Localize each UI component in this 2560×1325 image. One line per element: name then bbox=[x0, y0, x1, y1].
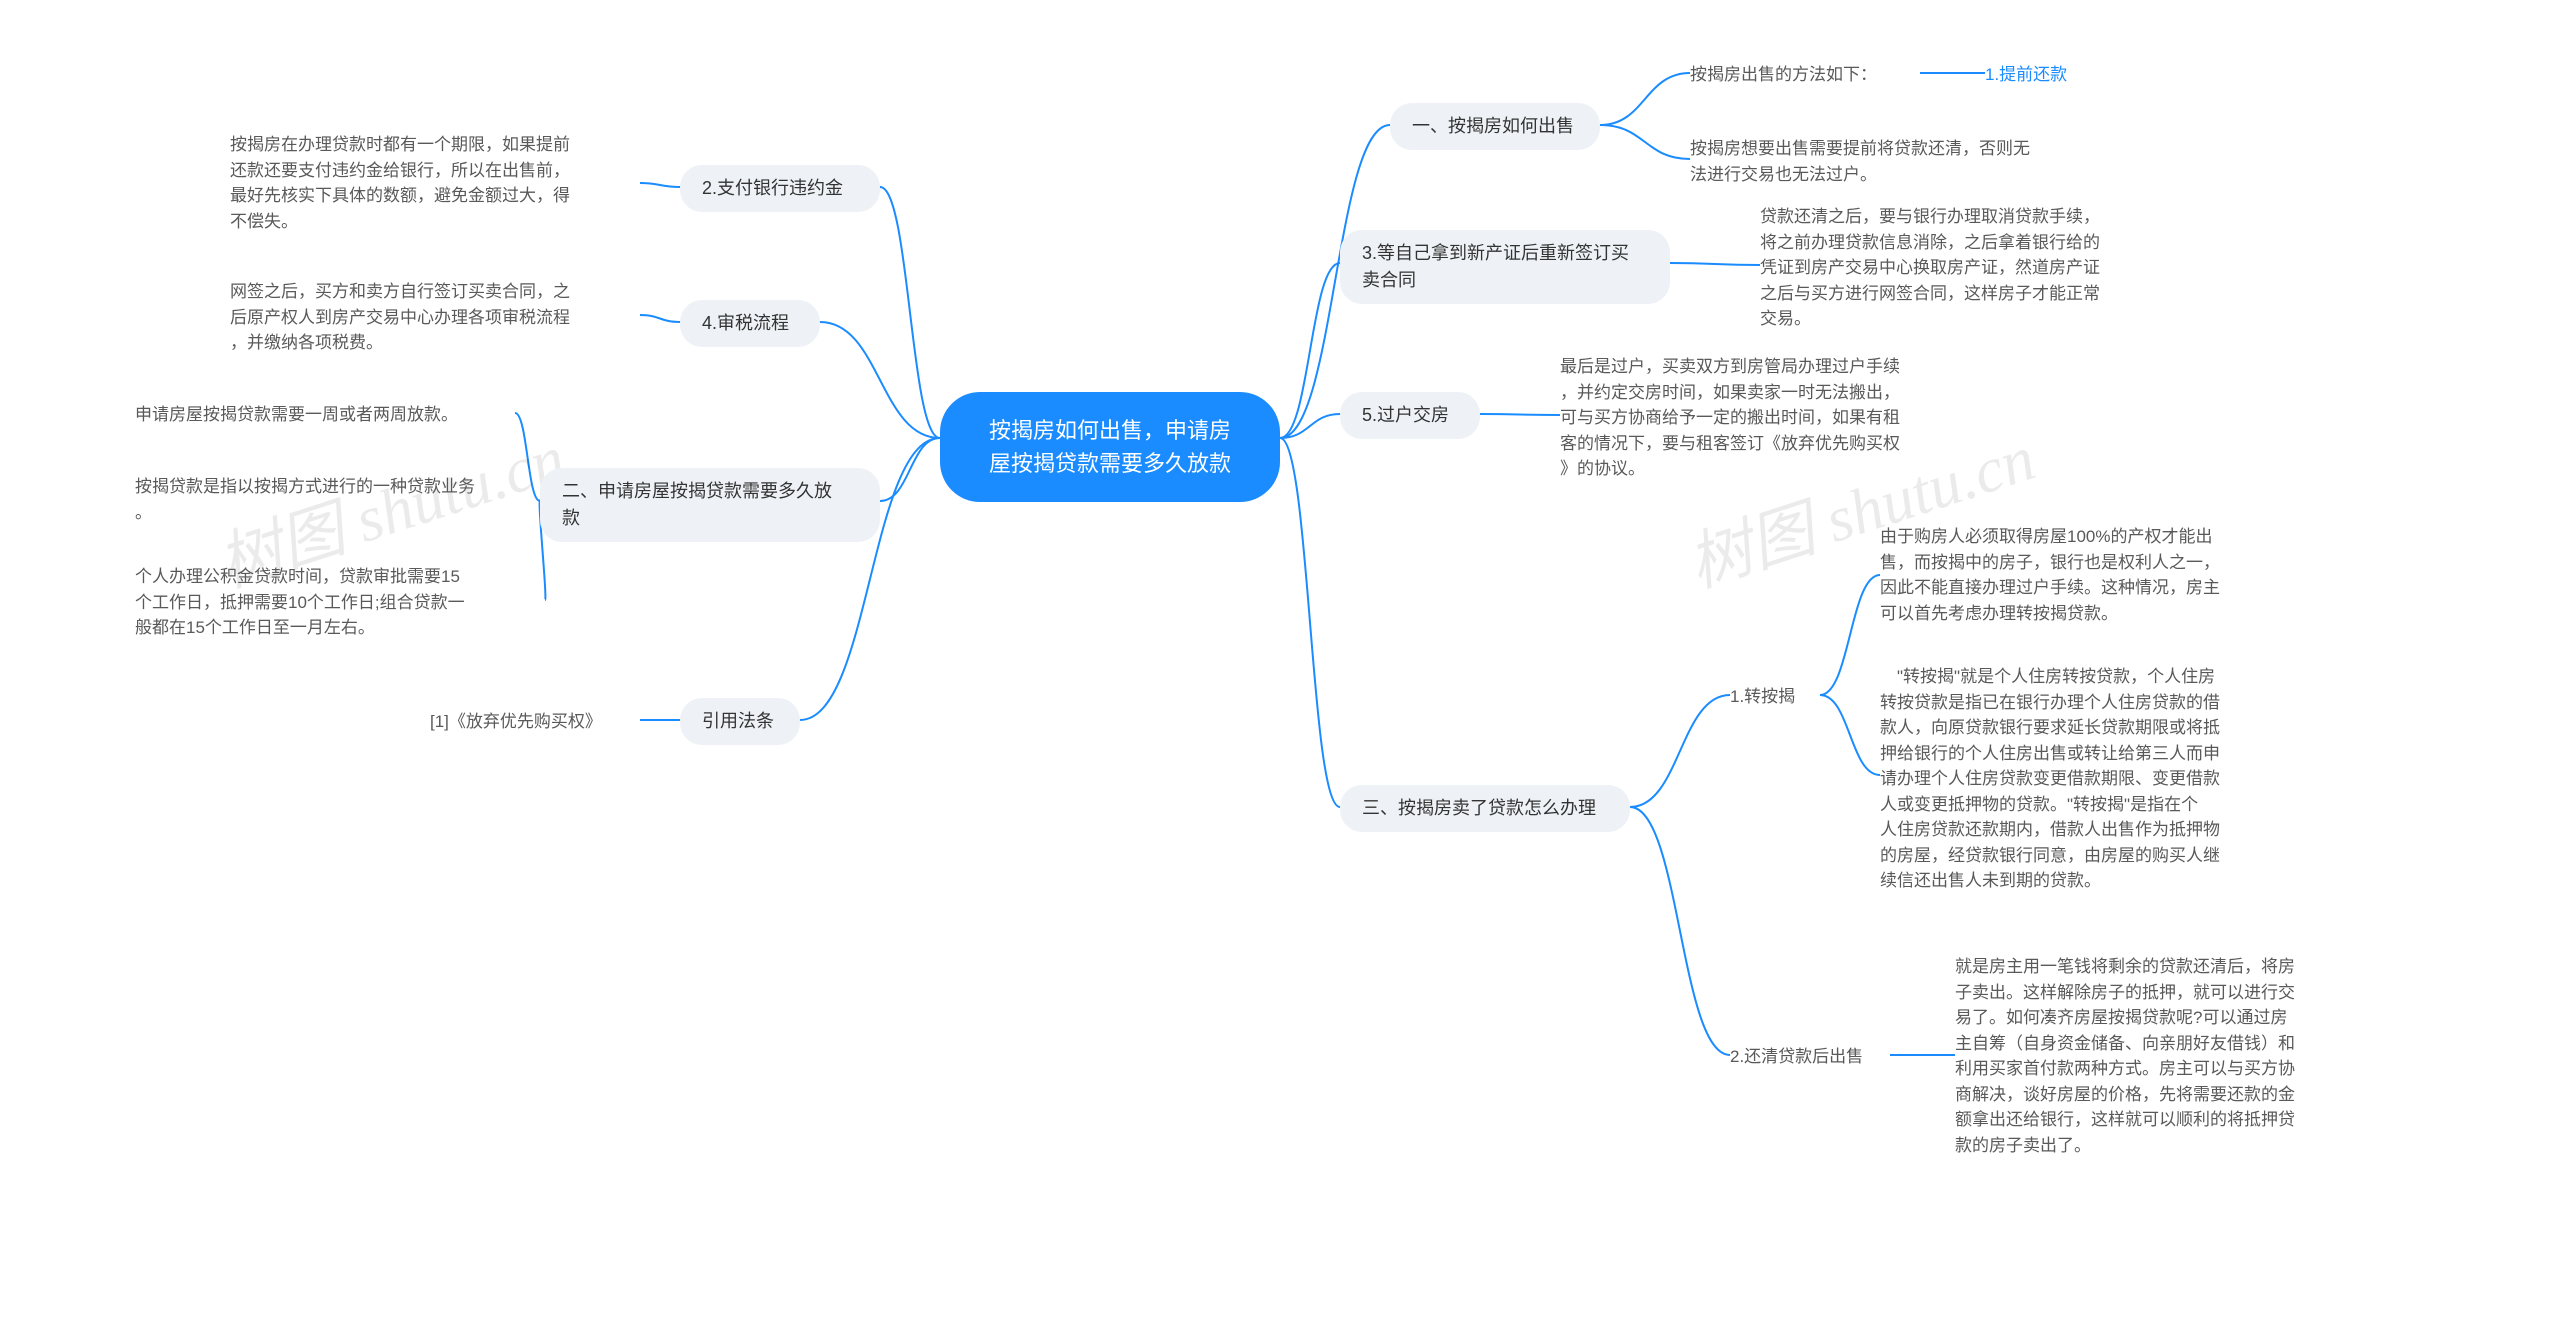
leaf-node: 1.提前还款 bbox=[1985, 58, 2105, 92]
edge bbox=[1630, 807, 1730, 1055]
edge bbox=[1630, 695, 1730, 807]
leaf-node: 最后是过户，买卖双方到房管局办理过户手续，并约定交房时间，如果卖家一时无法搬出，… bbox=[1560, 350, 1980, 486]
leaf-node: "转按揭"就是个人住房转按贷款，个人住房转按贷款是指已在银行办理个人住房贷款的借… bbox=[1880, 660, 2310, 898]
leaf-node: 1.转按揭 bbox=[1730, 680, 1820, 714]
leaf-node: 网签之后，买方和卖方自行签订买卖合同，之后原产权人到房产交易中心办理各项审税流程… bbox=[230, 275, 640, 360]
edge bbox=[1820, 695, 1880, 775]
leaf-node: 按揭房在办理贷款时都有一个期限，如果提前还款还要支付违约金给银行，所以在出售前，… bbox=[230, 128, 640, 238]
edge bbox=[1820, 575, 1880, 695]
leaf-node: 2.还清贷款后出售 bbox=[1730, 1040, 1890, 1074]
branch-node[interactable]: 4.审税流程 bbox=[680, 300, 820, 347]
leaf-node: 就是房主用一笔钱将剩余的贷款还清后，将房子卖出。这样解除房子的抵押，就可以进行交… bbox=[1955, 950, 2375, 1162]
edge bbox=[1280, 438, 1340, 807]
branch-node[interactable]: 5.过户交房 bbox=[1340, 392, 1480, 439]
mindmap-canvas: 树图 shutu.cn树图 shutu.cn按揭房如何出售，申请房屋按揭贷款需要… bbox=[0, 0, 2560, 1325]
leaf-node: 贷款还清之后，要与银行办理取消贷款手续，将之前办理贷款信息消除，之后拿着银行给的… bbox=[1760, 200, 2180, 336]
edge bbox=[1280, 263, 1340, 438]
leaf-node: [1]《放弃优先购买权》 bbox=[430, 705, 640, 739]
edge bbox=[820, 322, 940, 438]
edge bbox=[640, 183, 680, 187]
edge bbox=[1480, 414, 1560, 415]
branch-node[interactable]: 一、按揭房如何出售 bbox=[1390, 103, 1600, 150]
root-node[interactable]: 按揭房如何出售，申请房屋按揭贷款需要多久放款 bbox=[940, 392, 1280, 502]
edge bbox=[1280, 414, 1340, 438]
leaf-node: 按揭房想要出售需要提前将贷款还清，否则无法进行交易也无法过户。 bbox=[1690, 132, 2100, 191]
branch-node[interactable]: 引用法条 bbox=[680, 698, 800, 745]
edge bbox=[1670, 263, 1760, 265]
leaf-node: 按揭房出售的方法如下： bbox=[1690, 58, 1920, 92]
edge bbox=[880, 438, 940, 501]
leaf-node: 按揭贷款是指以按揭方式进行的一种贷款业务。 bbox=[135, 470, 545, 529]
branch-node[interactable]: 三、按揭房卖了贷款怎么办理 bbox=[1340, 785, 1630, 832]
branch-node[interactable]: 2.支付银行违约金 bbox=[680, 165, 880, 212]
edge bbox=[1600, 73, 1690, 125]
branch-node[interactable]: 二、申请房屋按揭贷款需要多久放款 bbox=[540, 468, 880, 542]
leaf-node: 个人办理公积金贷款时间，贷款审批需要15个工作日，抵押需要10个工作日;组合贷款… bbox=[135, 560, 545, 645]
branch-node[interactable]: 3.等自己拿到新产证后重新签订买卖合同 bbox=[1340, 230, 1670, 304]
edge bbox=[880, 187, 940, 438]
leaf-node: 由于购房人必须取得房屋100%的产权才能出售，而按揭中的房子，银行也是权利人之一… bbox=[1880, 520, 2300, 630]
edge bbox=[1600, 125, 1690, 159]
leaf-node: 申请房屋按揭贷款需要一周或者两周放款。 bbox=[135, 398, 515, 432]
edge bbox=[640, 315, 680, 322]
